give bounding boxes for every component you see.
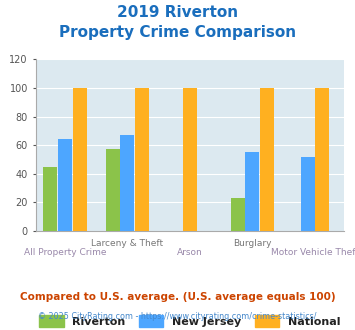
Text: All Property Crime: All Property Crime — [24, 248, 106, 257]
Bar — [315, 88, 329, 231]
Bar — [73, 88, 87, 231]
Text: © 2025 CityRating.com - https://www.cityrating.com/crime-statistics/: © 2025 CityRating.com - https://www.city… — [38, 312, 317, 321]
Text: Property Crime Comparison: Property Crime Comparison — [59, 25, 296, 40]
Bar — [135, 88, 149, 231]
Text: Arson: Arson — [177, 248, 203, 257]
Legend: Riverton, New Jersey, National: Riverton, New Jersey, National — [35, 310, 345, 330]
Bar — [120, 135, 135, 231]
Bar — [231, 198, 245, 231]
Text: Larceny & Theft: Larceny & Theft — [91, 239, 164, 248]
Bar — [43, 167, 57, 231]
Bar — [58, 140, 72, 231]
Text: Burglary: Burglary — [233, 239, 272, 248]
Bar — [245, 152, 260, 231]
Text: Compared to U.S. average. (U.S. average equals 100): Compared to U.S. average. (U.S. average … — [20, 292, 335, 302]
Text: 2019 Riverton: 2019 Riverton — [117, 5, 238, 20]
Bar — [260, 88, 274, 231]
Bar — [301, 157, 315, 231]
Text: Motor Vehicle Theft: Motor Vehicle Theft — [271, 248, 355, 257]
Bar — [106, 149, 120, 231]
Bar — [183, 88, 197, 231]
